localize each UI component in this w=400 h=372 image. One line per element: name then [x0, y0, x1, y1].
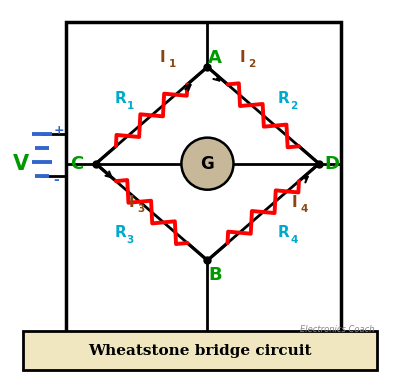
Text: V: V — [13, 154, 30, 174]
Circle shape — [182, 138, 234, 190]
Text: D: D — [324, 155, 340, 173]
Text: R: R — [278, 91, 290, 106]
Text: 1: 1 — [168, 60, 176, 69]
Text: 4: 4 — [290, 235, 298, 245]
Text: R: R — [114, 91, 126, 106]
Text: 3: 3 — [137, 205, 144, 214]
Text: I: I — [240, 50, 246, 65]
Text: 2: 2 — [248, 60, 256, 69]
Text: Electronics Coach: Electronics Coach — [300, 325, 375, 334]
Text: 3: 3 — [127, 235, 134, 245]
Text: +: + — [53, 124, 64, 137]
Text: 1: 1 — [127, 101, 134, 111]
Text: Wheatstone bridge circuit: Wheatstone bridge circuit — [88, 344, 312, 358]
Text: R: R — [114, 225, 126, 240]
Text: B: B — [208, 266, 222, 284]
Text: 2: 2 — [290, 101, 298, 111]
Text: I: I — [160, 50, 166, 65]
Text: G: G — [200, 155, 214, 173]
Text: C: C — [71, 155, 84, 173]
FancyBboxPatch shape — [23, 331, 377, 370]
Text: R: R — [278, 225, 290, 240]
Text: 4: 4 — [300, 205, 308, 214]
Bar — [66, 22, 341, 335]
Text: -: - — [53, 173, 59, 187]
Text: I: I — [292, 195, 298, 210]
Text: I: I — [128, 195, 134, 210]
Text: A: A — [208, 49, 222, 67]
